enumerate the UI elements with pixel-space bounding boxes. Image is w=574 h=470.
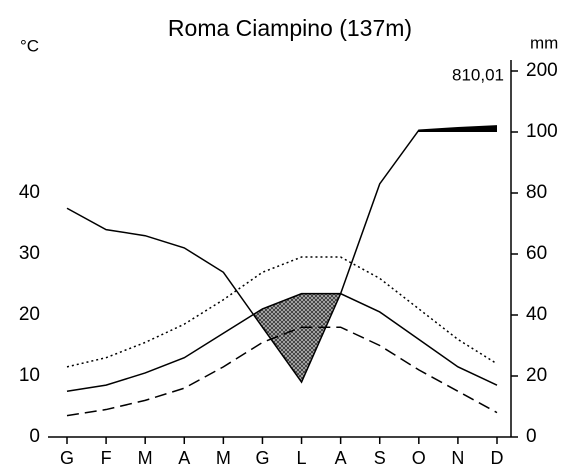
x-tick-label: S xyxy=(374,448,386,468)
y-tick-label: 10 xyxy=(19,365,40,386)
y2-tick-label: 200 xyxy=(526,60,558,81)
y-tick-label: 20 xyxy=(19,304,40,325)
y2-tick-label: 80 xyxy=(526,182,547,203)
y2-tick-label: 0 xyxy=(526,426,537,447)
drought-area xyxy=(67,293,497,392)
wet-area xyxy=(67,125,497,132)
line-dashed xyxy=(66,326,498,417)
y-axis-label: °C xyxy=(20,36,39,55)
y2-axis-label: mm xyxy=(530,33,558,52)
x-tick-label: A xyxy=(335,448,347,468)
y2-tick-label: 100 xyxy=(526,121,558,142)
y-tick-label: 30 xyxy=(19,243,40,264)
y-tick-label: 40 xyxy=(19,182,40,203)
line-dotted xyxy=(66,256,498,368)
y2-tick-label: 40 xyxy=(526,304,547,325)
y2-tick-label: 60 xyxy=(526,243,547,264)
y-tick-label: 0 xyxy=(29,426,40,447)
x-tick-label: M xyxy=(216,448,231,468)
x-tick-label: O xyxy=(412,448,426,468)
x-tick-label: N xyxy=(451,448,464,468)
x-tick-label: A xyxy=(178,448,190,468)
line-solid xyxy=(66,292,498,392)
y2-tick-label: 20 xyxy=(526,365,547,386)
x-tick-label: G xyxy=(255,448,269,468)
x-tick-label: G xyxy=(60,448,74,468)
annotation: 810,01 xyxy=(452,65,504,84)
chart-title: Roma Ciampino (137m) xyxy=(168,15,412,41)
x-tick-label: M xyxy=(138,448,153,468)
x-tick-label: D xyxy=(491,448,504,468)
x-tick-label: F xyxy=(101,448,112,468)
line-solid xyxy=(66,125,498,384)
x-tick-label: L xyxy=(297,448,307,468)
